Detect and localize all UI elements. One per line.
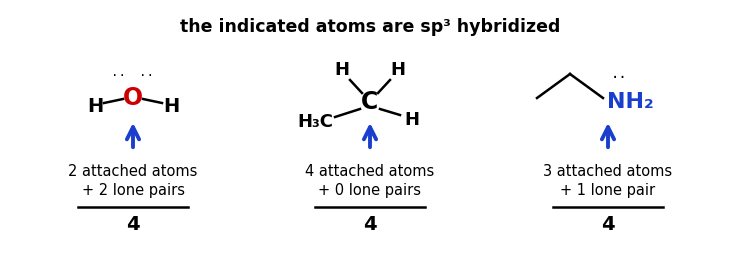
Text: 4: 4 bbox=[601, 216, 615, 235]
Text: + 2 lone pairs: + 2 lone pairs bbox=[81, 183, 184, 197]
Text: + 1 lone pair: + 1 lone pair bbox=[560, 183, 656, 197]
Text: 2 attached atoms: 2 attached atoms bbox=[68, 165, 198, 179]
Text: NH₂: NH₂ bbox=[607, 92, 653, 112]
Text: H: H bbox=[391, 61, 406, 79]
Text: 4 attached atoms: 4 attached atoms bbox=[306, 165, 434, 179]
Text: H: H bbox=[87, 97, 103, 115]
Text: ··: ·· bbox=[610, 71, 628, 85]
Text: 3 attached atoms: 3 attached atoms bbox=[543, 165, 673, 179]
Text: O: O bbox=[123, 86, 143, 110]
Text: H: H bbox=[405, 111, 420, 129]
Text: the indicated atoms are sp³ hybridized: the indicated atoms are sp³ hybridized bbox=[180, 18, 560, 36]
Text: C: C bbox=[361, 90, 379, 114]
Text: H: H bbox=[334, 61, 349, 79]
Text: + 0 lone pairs: + 0 lone pairs bbox=[318, 183, 422, 197]
Text: H₃C: H₃C bbox=[297, 113, 333, 131]
Text: 4: 4 bbox=[363, 216, 377, 235]
Text: 4: 4 bbox=[127, 216, 140, 235]
Text: H: H bbox=[163, 97, 179, 115]
Text: ··: ·· bbox=[112, 69, 127, 83]
Text: ··: ·· bbox=[140, 69, 155, 83]
